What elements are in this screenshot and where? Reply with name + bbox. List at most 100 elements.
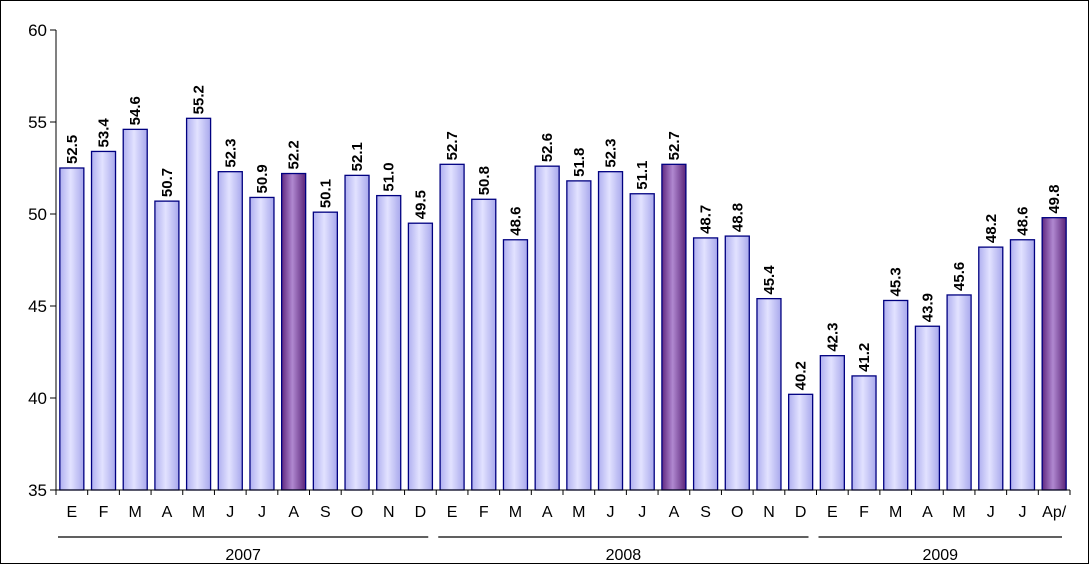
category-label: A — [162, 504, 173, 521]
data-label: 54.6 — [127, 96, 144, 125]
year-groups: 2007 2008 2009 — [58, 536, 1062, 564]
category-label: M — [192, 504, 205, 521]
data-label: 45.3 — [888, 267, 905, 296]
y-tick-label: 35 — [28, 481, 47, 500]
y-tick-label: 50 — [28, 205, 47, 224]
category-label: N — [763, 504, 775, 521]
bar — [407, 222, 434, 491]
data-label: 49.5 — [412, 190, 429, 219]
y-tick-label: 45 — [28, 297, 47, 316]
y-tick-label: 55 — [28, 113, 47, 132]
data-label: 45.6 — [951, 262, 968, 291]
data-label: 48.6 — [1014, 207, 1031, 236]
data-label: 42.3 — [824, 322, 841, 351]
bar — [376, 194, 402, 491]
bar — [471, 198, 497, 491]
category-label: M — [509, 504, 522, 521]
bar — [344, 174, 370, 491]
category-label: J — [226, 504, 234, 521]
category-label: E — [827, 504, 838, 521]
bar — [819, 355, 845, 491]
y-tick-label: 40 — [28, 389, 47, 408]
data-label: 50.8 — [476, 166, 493, 195]
data-label: 52.5 — [64, 135, 81, 164]
category-label: J — [1018, 504, 1026, 521]
data-label: 48.2 — [983, 214, 1000, 243]
bar — [154, 200, 180, 491]
category-label: M — [952, 504, 965, 521]
category-label: S — [320, 504, 331, 521]
bar — [534, 165, 560, 491]
bar — [281, 172, 307, 491]
bar — [217, 171, 243, 491]
data-label: 52.6 — [539, 133, 556, 162]
category-label: A — [669, 504, 680, 521]
data-label: 50.1 — [317, 179, 334, 208]
category-label: M — [572, 504, 585, 521]
bar — [59, 167, 85, 491]
bar — [1041, 217, 1067, 491]
data-label: 49.8 — [1046, 184, 1063, 213]
bar — [312, 211, 338, 491]
year-label: 2007 — [225, 547, 261, 564]
bar — [249, 196, 275, 491]
bar — [756, 297, 782, 491]
data-label: 52.7 — [444, 131, 461, 160]
bar — [90, 150, 117, 491]
bar — [946, 294, 972, 491]
category-label: Ap/ — [1042, 504, 1067, 521]
data-label: 51.1 — [634, 161, 651, 190]
data-label: 48.6 — [507, 207, 524, 236]
data-label: 52.3 — [222, 138, 239, 167]
category-label: M — [129, 504, 142, 521]
data-label: 40.2 — [793, 361, 810, 390]
category-label: A — [922, 504, 933, 521]
category-label: A — [542, 504, 553, 521]
bar — [502, 239, 529, 491]
category-label: E — [67, 504, 78, 521]
category-label: N — [383, 504, 395, 521]
category-label: J — [987, 504, 995, 521]
data-label: 48.7 — [698, 205, 715, 234]
data-label: 48.8 — [729, 203, 746, 232]
data-label: 50.9 — [254, 164, 271, 193]
bar — [629, 193, 655, 491]
category-label: J — [638, 504, 646, 521]
bar — [439, 163, 465, 491]
bar — [978, 246, 1004, 491]
bar — [914, 325, 941, 491]
data-label: 55.2 — [191, 85, 208, 114]
bar — [788, 393, 814, 491]
data-label: 41.2 — [856, 343, 873, 372]
category-label: F — [479, 504, 489, 521]
data-label: 52.1 — [349, 142, 366, 171]
bar — [661, 163, 687, 491]
data-label: 51.8 — [571, 148, 588, 177]
category-label: D — [795, 504, 807, 521]
category-label: O — [351, 504, 363, 521]
category-label: J — [258, 504, 266, 521]
bar — [566, 180, 592, 491]
data-label: 51.0 — [381, 162, 398, 191]
y-axis: 35 40 45 50 55 60 — [28, 21, 57, 500]
category-label: S — [700, 504, 711, 521]
y-tick-label: 60 — [28, 21, 47, 40]
category-label: F — [99, 504, 109, 521]
bar — [692, 237, 719, 491]
category-label: A — [288, 504, 299, 521]
category-label: E — [447, 504, 458, 521]
year-label: 2008 — [606, 547, 642, 564]
category-label: F — [859, 504, 869, 521]
bar — [724, 235, 750, 491]
data-label: 43.9 — [919, 293, 936, 322]
data-label: 52.7 — [666, 131, 683, 160]
bar — [883, 299, 909, 491]
data-label: 45.4 — [761, 265, 778, 295]
bar — [851, 375, 877, 491]
category-label: O — [731, 504, 743, 521]
year-label: 2009 — [922, 547, 958, 564]
data-label: 52.3 — [603, 138, 620, 167]
bar — [122, 128, 148, 491]
